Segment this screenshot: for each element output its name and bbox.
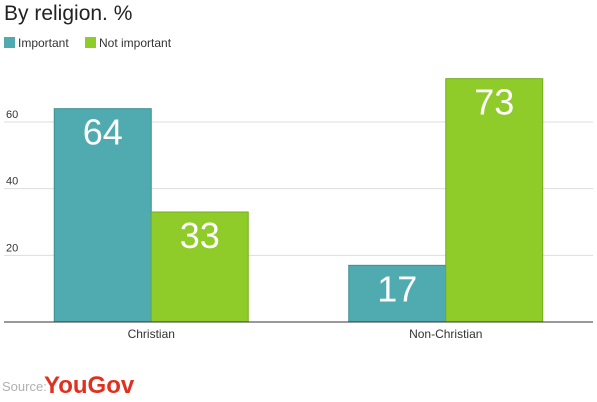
source-footer: Source: YouGov [2, 372, 135, 399]
legend: Important Not important [4, 36, 172, 50]
x-category-label: Christian [128, 327, 175, 341]
logo-gov: Gov [88, 372, 135, 399]
yougov-logo: YouGov [44, 372, 135, 399]
y-axis-ticks: 20 40 60 [6, 109, 18, 254]
y-tick-label: 40 [6, 176, 18, 188]
legend-label-important: Important [18, 36, 69, 50]
bars [53, 78, 544, 323]
logo-you: You [44, 372, 88, 399]
bar-not-important-christian [150, 211, 249, 323]
data-label: 33 [180, 215, 220, 256]
chart-title: By religion. % [4, 2, 132, 25]
data-labels: 64 33 17 73 [83, 82, 515, 310]
legend-swatch-important [4, 37, 15, 48]
x-axis-categories: Christian Non-Christian [128, 327, 483, 341]
legend-label-not-important: Not important [99, 36, 172, 50]
legend-swatch-not-important [85, 37, 96, 48]
bar-important-non-christian [348, 264, 447, 323]
data-label: 64 [83, 112, 123, 153]
source-label: Source: [2, 379, 47, 394]
x-category-label: Non-Christian [409, 327, 482, 341]
y-tick-label: 20 [6, 242, 18, 254]
bar-not-important-non-christian [445, 78, 544, 323]
bar-important-christian [53, 108, 152, 323]
data-label: 17 [377, 268, 417, 309]
data-label: 73 [474, 82, 514, 123]
y-tick-label: 60 [6, 109, 18, 121]
